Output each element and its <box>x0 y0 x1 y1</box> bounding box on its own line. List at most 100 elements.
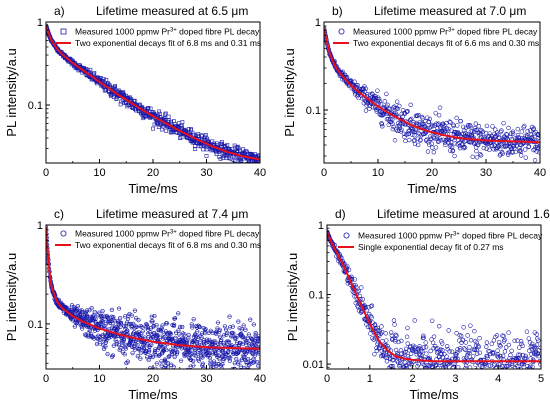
data-point <box>225 370 229 374</box>
data-point <box>365 91 370 97</box>
data-point <box>485 355 490 361</box>
x-tick-label: 2 <box>410 373 416 385</box>
x-tick-label: 10 <box>93 167 105 179</box>
data-point <box>446 140 451 145</box>
data-point <box>531 126 536 132</box>
data-point <box>404 366 409 369</box>
x-tick-label: 3 <box>452 373 458 385</box>
data-point <box>526 373 530 377</box>
data-point <box>400 107 406 113</box>
data-point <box>387 106 392 112</box>
data-point <box>363 108 369 113</box>
data-point <box>394 106 400 111</box>
data-point <box>444 373 448 377</box>
data-point <box>246 158 251 163</box>
data-point <box>433 110 438 116</box>
data-point <box>406 129 411 134</box>
data-point <box>511 372 515 376</box>
data-point <box>506 152 511 157</box>
data-point <box>466 124 471 129</box>
x-tick-label: 4 <box>495 373 501 385</box>
data-point <box>394 333 399 339</box>
data-point <box>437 105 443 110</box>
data-point <box>389 330 394 335</box>
data-point <box>421 333 426 339</box>
data-point <box>525 129 530 134</box>
data-point <box>163 112 167 117</box>
data-point <box>481 375 485 379</box>
data-point <box>162 117 167 122</box>
data-point <box>504 132 509 137</box>
data-point <box>504 375 508 379</box>
data-point <box>538 362 541 367</box>
data-point <box>514 143 519 148</box>
data-point <box>518 371 522 375</box>
data-point <box>527 380 531 384</box>
data-point <box>463 366 468 369</box>
data-point <box>398 348 404 353</box>
data-point <box>497 342 502 348</box>
data-point <box>430 123 435 129</box>
data-point <box>454 115 459 121</box>
data-point <box>483 373 487 377</box>
data-point <box>419 369 423 373</box>
data-point <box>448 120 453 125</box>
data-point <box>436 112 442 118</box>
data-point <box>399 127 404 132</box>
data-point <box>405 341 410 346</box>
chart-panel-4: 0 1 2 3 4 5 1 0.1 0.01 Time/ms PL intensity/a.u d) L… <box>285 207 550 402</box>
data-point <box>179 123 184 128</box>
data-point <box>92 71 97 75</box>
data-point <box>426 119 432 125</box>
y-axis-label: PL intensity/a.u <box>282 48 297 136</box>
data-point <box>364 103 369 108</box>
chart-panel-1: 0 10 20 30 40 1 0.1 Time/ms PL intensity/a.u a) Li… <box>4 4 266 196</box>
data-point <box>496 340 502 345</box>
data-point <box>166 114 171 119</box>
data-point <box>523 353 528 359</box>
data-point <box>524 329 530 334</box>
data-point <box>455 347 460 352</box>
data-point <box>201 147 206 152</box>
data-point <box>403 382 407 386</box>
chart-panel-2: 0 10 20 30 40 1 0.1 Time/ms PL intensity/a.u b) Li… <box>282 4 546 196</box>
data-point <box>465 353 470 358</box>
data-point <box>421 335 426 340</box>
data-point <box>157 109 162 114</box>
data-point <box>416 130 421 136</box>
data-point <box>402 350 407 356</box>
data-point <box>367 106 372 112</box>
data-point <box>506 125 511 131</box>
fit-line <box>46 227 260 350</box>
data-point <box>384 359 390 364</box>
data-point <box>376 346 382 351</box>
data-point <box>515 132 521 138</box>
data-point <box>467 350 472 356</box>
data-point <box>409 362 414 368</box>
data-point <box>180 120 185 124</box>
data-point <box>504 132 510 137</box>
data-point <box>536 149 540 155</box>
data-point <box>498 353 503 359</box>
data-point <box>421 345 427 350</box>
data-point <box>188 382 192 386</box>
data-point <box>394 99 400 104</box>
data-point <box>535 131 540 137</box>
data-point <box>398 360 403 366</box>
data-point <box>439 363 445 368</box>
data-point <box>425 149 431 154</box>
data-point <box>403 138 408 144</box>
data-point <box>444 344 450 349</box>
data-point <box>525 367 530 369</box>
x-tick-label: 40 <box>254 373 266 385</box>
data-point <box>484 353 490 359</box>
x-axis-label: Time/ms <box>407 181 457 196</box>
data-point <box>509 377 513 381</box>
x-tick-label: 20 <box>147 167 159 179</box>
data-point <box>467 122 473 128</box>
data-point <box>447 349 452 354</box>
data-point <box>477 151 483 157</box>
data-point <box>515 380 519 384</box>
legend-label-fit: Two exponential decays fit of 6.6 ms and… <box>353 38 539 48</box>
data-point <box>520 343 525 348</box>
